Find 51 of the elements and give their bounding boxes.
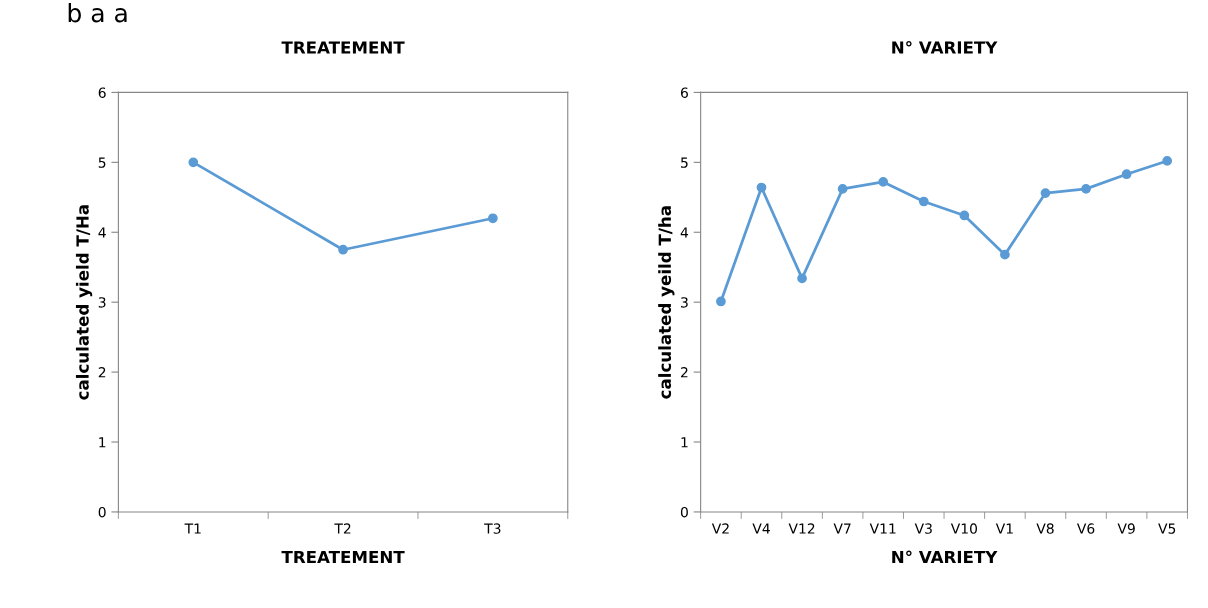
x-tick-label: V3 xyxy=(914,523,932,534)
point xyxy=(959,210,970,221)
y-tick-label: 2 xyxy=(681,367,688,378)
point xyxy=(837,184,848,194)
point xyxy=(1081,184,1091,194)
chart-title: TREATEMENT xyxy=(281,41,405,54)
x-tick-label: V1 xyxy=(995,523,1013,534)
point xyxy=(878,177,889,187)
point xyxy=(1121,169,1132,180)
text: b a a xyxy=(68,3,127,23)
point xyxy=(1162,156,1173,166)
x-axis-title: N° VARIETY xyxy=(892,550,998,564)
point xyxy=(338,244,348,255)
x-tick-label: T3 xyxy=(484,523,501,534)
x-tick-label: V11 xyxy=(869,523,896,534)
x-tick-label: V9 xyxy=(1117,523,1135,534)
y-tick-label: 6 xyxy=(680,87,688,98)
point xyxy=(918,196,929,207)
y-tick-label: 3 xyxy=(98,297,106,308)
y-tick-label: 4 xyxy=(680,227,689,238)
y-tick-label: 1 xyxy=(681,437,688,448)
x-tick-label: T2 xyxy=(334,523,351,534)
point xyxy=(797,273,807,284)
x-tick-label: V8 xyxy=(1036,523,1054,534)
point xyxy=(188,157,199,168)
y-tick-label: 0 xyxy=(98,506,106,518)
point xyxy=(1000,249,1010,260)
y-tick-label: 5 xyxy=(98,157,106,168)
chart-title: N° VARIETY xyxy=(892,41,998,54)
y-tick-label: 4 xyxy=(98,227,106,238)
y-axis-title: calculated yeild T/ha xyxy=(658,206,675,399)
point xyxy=(1040,188,1051,198)
x-tick-label: T1 xyxy=(184,523,201,534)
x-tick-label: V4 xyxy=(752,523,770,534)
y-tick-label: 2 xyxy=(98,367,106,378)
x-tick-label: V12 xyxy=(788,523,815,534)
x-tick-label: V6 xyxy=(1076,523,1095,534)
y-tick-label: 1 xyxy=(99,437,106,448)
x-axis-title: TREATEMENT xyxy=(281,550,405,564)
point xyxy=(756,182,767,193)
x-tick-label: V10 xyxy=(950,523,977,534)
x-tick-label: V2 xyxy=(711,523,729,534)
y-tick-label: 3 xyxy=(681,297,688,308)
point xyxy=(716,296,726,307)
x-tick-label: V7 xyxy=(833,523,851,534)
y-axis-title: calculated yield T/Ha xyxy=(75,205,93,400)
y-tick-label: 6 xyxy=(98,87,106,98)
point xyxy=(488,213,498,224)
y-tick-label: 0 xyxy=(680,506,688,518)
x-tick-label: V5 xyxy=(1158,523,1176,534)
y-tick-label: 5 xyxy=(681,157,688,168)
